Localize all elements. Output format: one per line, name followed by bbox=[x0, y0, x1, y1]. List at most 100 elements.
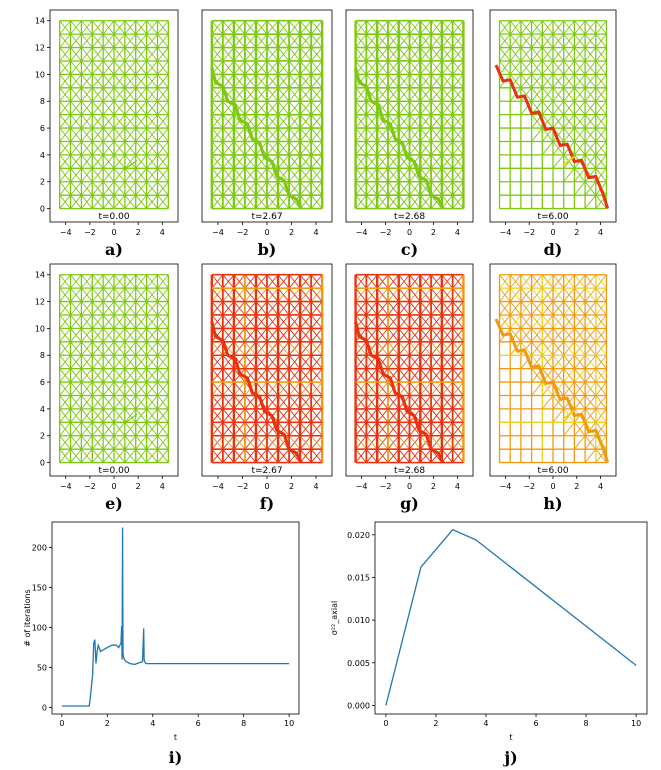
mesh-lattice bbox=[59, 274, 169, 464]
mesh-edge bbox=[531, 314, 543, 329]
mesh-panel-c: t=2.68 −4 −2 0 2 4 c) bbox=[345, 9, 474, 259]
y-tick-label: 0 bbox=[40, 205, 45, 214]
mesh-edge bbox=[233, 341, 246, 356]
mesh-edge bbox=[574, 287, 586, 302]
mesh-edge bbox=[430, 154, 443, 169]
mesh-edge bbox=[584, 395, 597, 410]
mesh-edge bbox=[499, 314, 511, 329]
mesh-edge bbox=[70, 381, 82, 396]
mesh-edge bbox=[552, 87, 565, 102]
mesh-edge bbox=[102, 287, 115, 302]
mesh-edge bbox=[59, 408, 71, 423]
mesh-edge bbox=[81, 341, 93, 356]
x-tick-label: 0 bbox=[407, 228, 412, 237]
mesh-edge bbox=[574, 87, 586, 102]
x-tick-label: −4 bbox=[356, 228, 368, 237]
mesh-edge bbox=[574, 435, 586, 450]
mesh-edge bbox=[233, 354, 246, 369]
mesh-edge bbox=[255, 74, 268, 89]
mesh-edge bbox=[157, 168, 169, 183]
mesh-edge bbox=[146, 381, 158, 396]
mesh-edge bbox=[157, 408, 169, 423]
mesh-edge bbox=[222, 181, 235, 196]
mesh-edge bbox=[266, 287, 279, 302]
mesh-edge bbox=[244, 287, 257, 302]
mesh-edge bbox=[387, 448, 400, 463]
mesh-edge bbox=[398, 114, 410, 129]
mesh-edge bbox=[398, 381, 410, 396]
mesh-edge bbox=[70, 168, 82, 183]
mesh-edge bbox=[366, 395, 378, 410]
mesh-edge bbox=[563, 354, 575, 369]
mesh-edge bbox=[376, 274, 389, 289]
x-axis-label: t bbox=[174, 733, 177, 742]
mesh-edge bbox=[452, 381, 464, 396]
x-tick-label: 2 bbox=[433, 719, 438, 728]
crack-path bbox=[210, 321, 303, 464]
x-axis: −4 −2 0 2 4 bbox=[356, 476, 460, 491]
mesh-edge bbox=[299, 422, 312, 437]
mesh-edge bbox=[124, 274, 137, 289]
mesh-edge bbox=[59, 87, 71, 102]
mesh-edge bbox=[376, 60, 389, 75]
mesh-edge bbox=[157, 435, 169, 450]
mesh-edge bbox=[355, 141, 367, 156]
mesh-edge bbox=[157, 274, 169, 289]
mesh-edge bbox=[299, 33, 312, 48]
mesh-edge bbox=[387, 114, 400, 129]
mesh-edge bbox=[563, 114, 575, 129]
mesh-edge bbox=[552, 100, 565, 115]
mesh-edge bbox=[595, 74, 607, 89]
mesh-edge bbox=[441, 194, 453, 209]
x-tick-label: 0 bbox=[407, 482, 412, 491]
mesh-edge bbox=[452, 354, 464, 369]
mesh-edge bbox=[398, 60, 410, 75]
mesh-edge bbox=[387, 181, 400, 196]
mesh-edge bbox=[266, 354, 279, 369]
x-tick-label: −4 bbox=[212, 482, 224, 491]
mesh-edge bbox=[452, 33, 464, 48]
mesh-edge bbox=[277, 47, 290, 62]
mesh-edge bbox=[310, 47, 323, 62]
mesh-edge bbox=[310, 168, 323, 183]
mesh-edge bbox=[355, 435, 367, 450]
mesh-panel-f: t=2.67 −4 −2 0 2 4 f) bbox=[201, 263, 333, 513]
mesh-edge bbox=[409, 274, 421, 289]
time-label: t=2.68 bbox=[394, 212, 425, 222]
x-tick-label: 8 bbox=[584, 719, 589, 728]
mesh-edge bbox=[81, 114, 93, 129]
mesh-edge bbox=[59, 114, 71, 129]
mesh-edge bbox=[124, 33, 137, 48]
mesh-edge bbox=[387, 368, 400, 383]
mesh-edge bbox=[509, 20, 522, 35]
mesh-edge bbox=[244, 168, 257, 183]
mesh-edge bbox=[355, 341, 367, 356]
mesh-edge bbox=[441, 74, 453, 89]
mesh-edge bbox=[366, 100, 378, 115]
mesh-edge bbox=[563, 20, 575, 35]
mesh-edge bbox=[531, 381, 543, 396]
mesh-edge bbox=[452, 114, 464, 129]
mesh-edge bbox=[288, 168, 301, 183]
mesh-edge bbox=[81, 141, 93, 156]
mesh-edge bbox=[244, 47, 257, 62]
x-tick-label: −4 bbox=[60, 482, 72, 491]
mesh-edge bbox=[146, 274, 158, 289]
mesh-edge bbox=[91, 33, 104, 48]
mesh-edge bbox=[233, 408, 246, 423]
mesh-edge bbox=[419, 154, 432, 169]
mesh-edge bbox=[310, 395, 323, 410]
y-tick-label: 4 bbox=[40, 151, 45, 160]
mesh-edge bbox=[441, 20, 453, 35]
mesh-edge bbox=[211, 33, 224, 48]
mesh-edge bbox=[211, 168, 224, 183]
mesh-edge bbox=[135, 422, 147, 437]
mesh-panel-a: t=0.00 −4 −2 0 2 4 0 2 4 6 8 10 12 14 a) bbox=[35, 9, 179, 259]
mesh-edge bbox=[366, 435, 378, 450]
mesh-edge bbox=[102, 368, 115, 383]
mesh-edge bbox=[552, 395, 565, 410]
mesh-edge bbox=[419, 60, 432, 75]
mesh-edge bbox=[255, 422, 268, 437]
mesh-edge bbox=[277, 127, 290, 142]
mesh-edge bbox=[266, 314, 279, 329]
